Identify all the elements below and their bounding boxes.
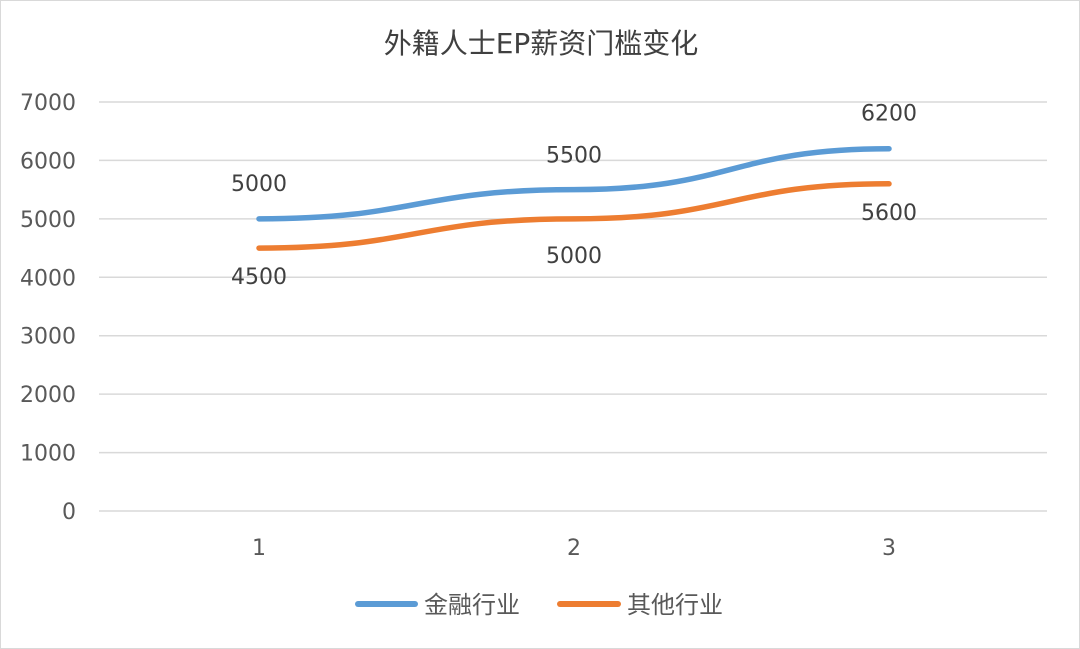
y-tick-label: 1000: [20, 442, 76, 467]
y-tick-label: 3000: [20, 325, 76, 350]
data-label-1-1: 5000: [231, 172, 287, 197]
data-labels: 5000 5500 6200 4500 5000 5600: [231, 102, 917, 290]
data-label-1-3: 6200: [861, 102, 917, 127]
y-axis-ticks: 0 1000 2000 3000 4000 5000 6000 7000: [20, 91, 76, 525]
legend-label-1: 金融行业: [424, 591, 520, 619]
x-tick-label: 2: [567, 536, 581, 561]
data-label-1-2: 5500: [546, 144, 602, 169]
legend: 金融行业 其他行业: [355, 591, 723, 619]
y-tick-label: 5000: [20, 208, 76, 233]
data-label-2-2: 5000: [546, 244, 602, 269]
y-tick-label: 4000: [20, 266, 76, 291]
y-tick-label: 7000: [20, 91, 76, 116]
y-tick-label: 2000: [20, 383, 76, 408]
legend-label-2: 其他行业: [627, 591, 723, 619]
y-tick-label: 6000: [20, 149, 76, 174]
x-axis-ticks: 1 2 3: [252, 536, 896, 561]
chart-title: 外籍人士EP薪资门槛变化: [384, 27, 699, 60]
y-tick-label: 0: [62, 500, 76, 525]
series-lines: [256, 145, 892, 251]
data-label-2-1: 4500: [231, 265, 287, 290]
x-tick-label: 3: [882, 536, 896, 561]
x-tick-label: 1: [252, 536, 266, 561]
data-label-2-3: 5600: [861, 201, 917, 226]
